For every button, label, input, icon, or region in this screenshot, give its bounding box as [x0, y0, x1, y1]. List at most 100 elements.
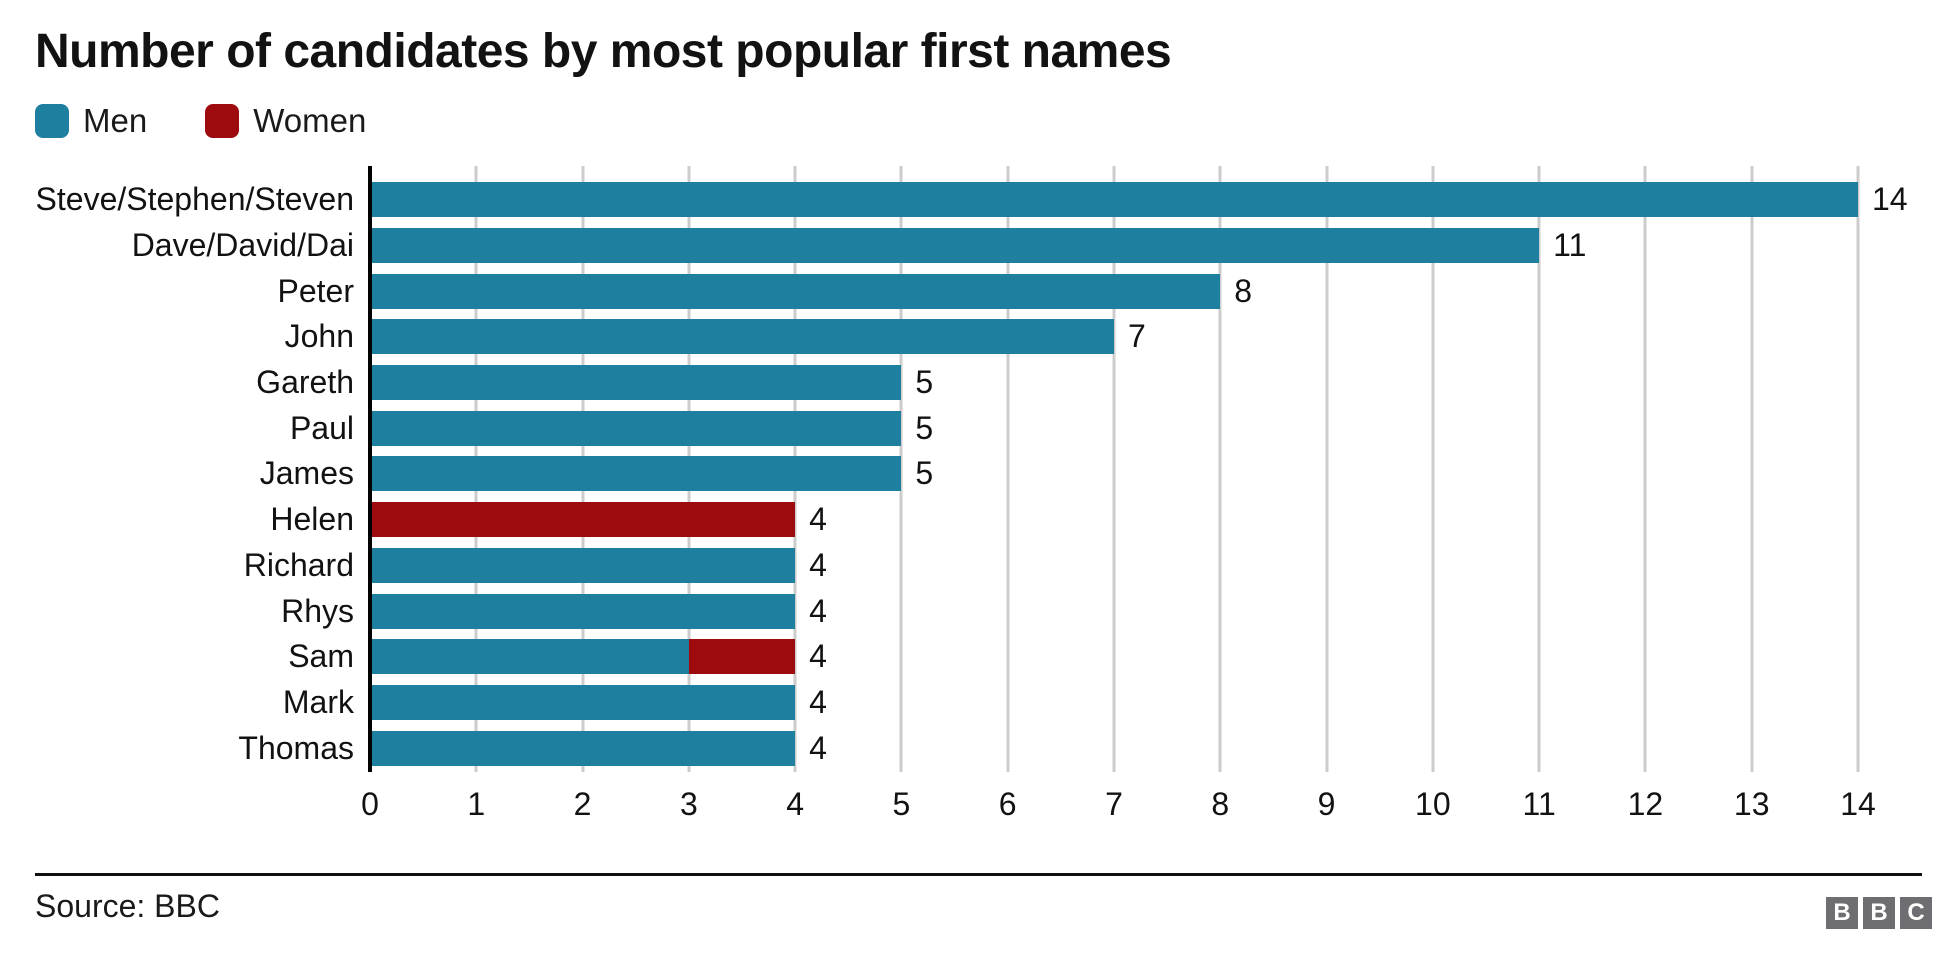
gridline	[1750, 166, 1754, 772]
legend-label-men: Men	[83, 102, 148, 139]
bar: 5	[370, 364, 933, 401]
bar-segment-men	[370, 319, 1114, 355]
footer-divider	[35, 873, 1922, 876]
category-label: Paul	[289, 409, 354, 446]
value-label: 4	[809, 501, 827, 538]
x-tick-label: 2	[573, 786, 592, 822]
x-tick-label: 4	[786, 786, 805, 822]
value-label: 5	[915, 455, 934, 492]
category-label: James	[259, 455, 354, 492]
bbc-logo-block: B	[1863, 897, 1895, 929]
x-tick-label: 9	[1317, 786, 1336, 822]
bar-segment-men	[370, 593, 796, 629]
bar-segment-men	[370, 228, 1540, 264]
gridline	[1325, 166, 1329, 772]
bar: 4	[370, 546, 827, 583]
gridline	[1537, 166, 1541, 772]
gridline	[1218, 166, 1222, 772]
bbc-logo: B B C	[1826, 897, 1932, 929]
source-credit: Source: BBC	[35, 888, 220, 924]
category-label: John	[284, 318, 354, 355]
value-label: 11	[1553, 227, 1587, 264]
bar-row: John 7	[285, 314, 1900, 360]
bar: 4	[370, 729, 827, 766]
category-label: Gareth	[256, 364, 354, 401]
legend-label-women: Women	[253, 102, 367, 139]
bar-segment-women	[688, 639, 796, 675]
bar-segment-men	[370, 456, 902, 492]
legend: Men Women	[35, 102, 366, 140]
gridline	[1643, 166, 1647, 772]
bar-segment-men	[370, 639, 689, 675]
x-tick-label: 13	[1733, 786, 1770, 822]
value-label: 5	[915, 409, 934, 446]
bar-segment-men	[370, 410, 902, 446]
x-tick-label: 3	[679, 786, 698, 822]
bar-segment-men	[370, 547, 796, 583]
gridline	[1006, 166, 1010, 772]
value-label: 4	[809, 546, 827, 583]
chart-title: Number of candidates by most popular fir…	[35, 25, 1172, 78]
plot-area: Steve/Stephen/Steven 14 Dave/David/Dai 11 Pe…	[36, 166, 1908, 822]
bar: 5	[370, 455, 934, 492]
bar-segment-men	[370, 365, 902, 401]
category-label: Peter	[277, 272, 354, 309]
bar: 14	[370, 181, 1908, 218]
bar-row: James 5	[260, 451, 1900, 497]
bar-row: Peter 8	[278, 268, 1900, 314]
gridline	[899, 166, 903, 772]
x-axis-tick-labels: 0 1 2 3 4 5 6 7 8 9 10 11 12 13 14	[361, 786, 1900, 826]
gridline	[1856, 166, 1860, 772]
category-label: Richard	[243, 546, 354, 583]
bbc-logo-block: C	[1900, 897, 1932, 929]
bar: 11	[370, 227, 1587, 264]
value-label: 4	[809, 683, 827, 720]
category-label: Mark	[282, 683, 354, 720]
bar-segment-men	[370, 182, 1858, 218]
x-tick-label: 5	[892, 786, 911, 822]
bar-segment-men	[370, 684, 796, 720]
bar: 4	[370, 592, 827, 629]
bar-rows: Steve/Stephen/Steven 14 Dave/David/Dai 11 Pe…	[36, 177, 1908, 771]
bar-segment-men	[370, 730, 796, 766]
bar-row: Helen 4	[270, 497, 1900, 543]
x-tick-label: 10	[1415, 786, 1451, 822]
value-label: 4	[809, 638, 827, 675]
category-label: Steve/Stephen/Steven	[35, 181, 354, 218]
bar-row: Dave/David/Dai 11	[132, 223, 1900, 269]
bar-row: Thomas 4	[238, 725, 1900, 771]
x-tick-label: 14	[1840, 786, 1876, 822]
x-tick-label: 0	[361, 786, 379, 822]
bbc-logo-block: B	[1826, 897, 1858, 929]
bar-row: Rhys 4	[281, 588, 1900, 634]
category-label: Helen	[270, 501, 354, 538]
x-tick-label: 12	[1627, 786, 1664, 822]
gridline	[1431, 166, 1435, 772]
legend-swatch-men-icon	[35, 104, 69, 138]
x-tick-label: 7	[1105, 786, 1123, 822]
bar-segment-women	[370, 502, 796, 538]
bar: 7	[370, 318, 1146, 355]
bar: 5	[370, 409, 934, 446]
x-tick-label: 11	[1522, 786, 1556, 822]
bar-row: Paul 5	[290, 405, 1900, 451]
value-label: 8	[1234, 272, 1253, 309]
bar-row: Sam 4	[288, 634, 1900, 680]
category-label: Sam	[288, 638, 354, 675]
value-label: 4	[809, 592, 827, 629]
value-label: 4	[809, 729, 827, 766]
category-label: Rhys	[281, 592, 354, 629]
x-tick-label: 6	[998, 786, 1017, 822]
bar-row: Richard 4	[244, 543, 1900, 589]
y-axis-line	[368, 166, 372, 772]
gridline	[1112, 166, 1116, 772]
legend-item-men: Men	[35, 102, 147, 140]
bar: 8	[370, 272, 1253, 309]
bar-segment-men	[370, 273, 1221, 309]
value-label: 14	[1872, 181, 1908, 218]
bar: 4	[370, 638, 827, 675]
bar: 4	[370, 501, 827, 538]
legend-item-women: Women	[205, 102, 366, 140]
category-label: Dave/David/Dai	[131, 227, 354, 264]
